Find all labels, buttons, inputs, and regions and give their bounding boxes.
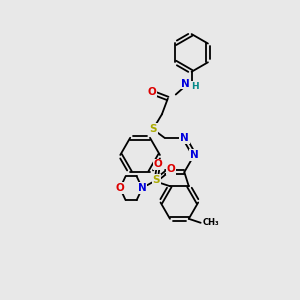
Text: O: O [154, 159, 162, 170]
Text: O: O [148, 86, 156, 97]
Text: H: H [191, 82, 198, 91]
Text: N: N [138, 183, 147, 193]
Text: S: S [149, 124, 157, 134]
Text: O: O [116, 183, 124, 193]
Text: N: N [181, 79, 190, 88]
Text: N: N [180, 133, 189, 143]
Text: O: O [167, 164, 175, 174]
Text: S: S [152, 175, 160, 185]
Text: CH₃: CH₃ [202, 218, 219, 227]
Text: N: N [190, 150, 199, 160]
